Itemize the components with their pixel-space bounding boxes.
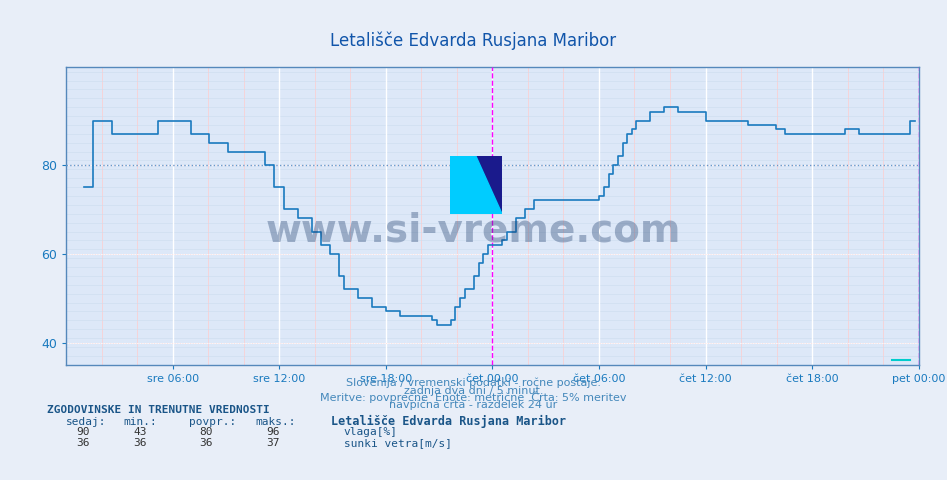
Text: min.:: min.:	[123, 417, 157, 427]
Text: Meritve: povprečne  Enote: metrične  Črta: 5% meritev: Meritve: povprečne Enote: metrične Črta:…	[320, 391, 627, 403]
Text: sunki vetra[m/s]: sunki vetra[m/s]	[344, 438, 452, 448]
Text: www.si-vreme.com: www.si-vreme.com	[266, 211, 681, 250]
Text: povpr.:: povpr.:	[189, 417, 237, 427]
Text: ZGODOVINSKE IN TRENUTNE VREDNOSTI: ZGODOVINSKE IN TRENUTNE VREDNOSTI	[47, 405, 270, 415]
Text: 36: 36	[77, 438, 90, 448]
Bar	[450, 156, 476, 185]
Text: navpična črta - razdelek 24 ur: navpična črta - razdelek 24 ur	[389, 399, 558, 410]
Polygon shape	[450, 156, 502, 214]
Text: 36: 36	[200, 438, 213, 448]
Text: 37: 37	[266, 438, 279, 448]
Polygon shape	[450, 156, 502, 214]
Polygon shape	[476, 156, 502, 214]
Text: Slovenija / vremenski podatki - ročne postaje.: Slovenija / vremenski podatki - ročne po…	[346, 378, 601, 388]
Text: 43: 43	[134, 427, 147, 437]
Text: maks.:: maks.:	[256, 417, 296, 427]
Polygon shape	[450, 156, 502, 214]
Bar	[476, 156, 502, 185]
Text: 90: 90	[77, 427, 90, 437]
Text: Letališče Edvarda Rusjana Maribor: Letališče Edvarda Rusjana Maribor	[331, 32, 616, 50]
Text: vlaga[%]: vlaga[%]	[344, 427, 398, 437]
Text: zadnja dva dni / 5 minut.: zadnja dva dni / 5 minut.	[403, 385, 544, 396]
Text: 36: 36	[134, 438, 147, 448]
Text: sedaj:: sedaj:	[66, 417, 107, 427]
Text: 80: 80	[200, 427, 213, 437]
Text: 96: 96	[266, 427, 279, 437]
Bar	[450, 185, 476, 214]
Text: Letališče Edvarda Rusjana Maribor: Letališče Edvarda Rusjana Maribor	[331, 415, 566, 428]
